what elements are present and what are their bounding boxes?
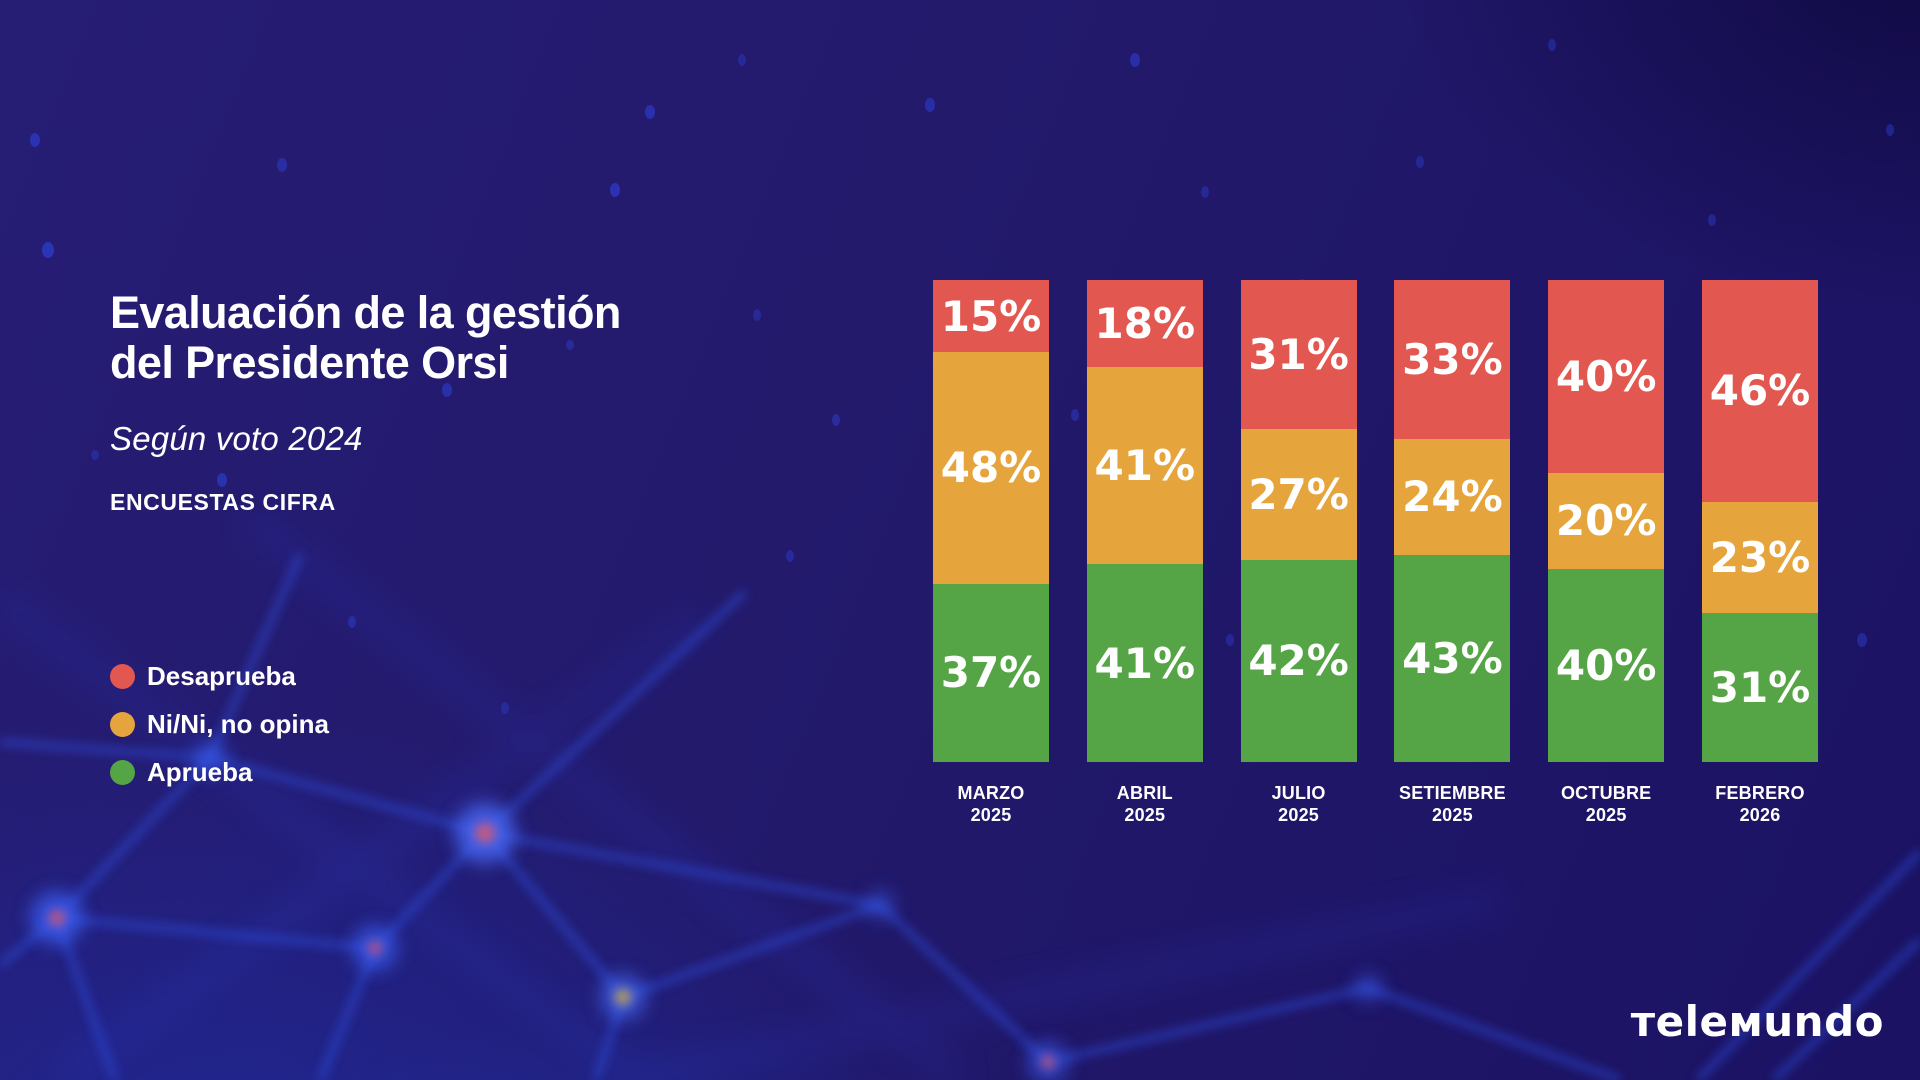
value-label: 40% bbox=[1555, 351, 1657, 401]
stacked-bar: 46% 23% 31% bbox=[1701, 280, 1818, 762]
x-axis-month: OCTUBRE bbox=[1560, 783, 1652, 803]
stacked-bar: 40% 20% 40% bbox=[1548, 280, 1665, 762]
legend-item-aprueba: Aprueba bbox=[110, 757, 329, 788]
x-axis-label: JULIO 2025 bbox=[1241, 783, 1357, 827]
page-title: Evaluación de la gestión del Presidente … bbox=[110, 288, 750, 387]
value-label: 27% bbox=[1248, 469, 1349, 519]
legend-dot-red-icon bbox=[110, 664, 135, 689]
value-label: 41% bbox=[1094, 638, 1196, 688]
stacked-bar: 33% 24% 43% bbox=[1394, 280, 1511, 762]
stacked-bar: 31% 27% 42% bbox=[1240, 280, 1357, 762]
value-label: 31% bbox=[1709, 662, 1811, 712]
value-label: 46% bbox=[1709, 366, 1811, 416]
bar-segment-desaprueba: 46% bbox=[1701, 280, 1818, 502]
x-axis-label: SETIEMBRE 2025 bbox=[1394, 783, 1510, 827]
bar-segment-nini: 27% bbox=[1240, 429, 1357, 560]
bar-segment-nini: 23% bbox=[1701, 501, 1818, 613]
bar-segment-nini: 48% bbox=[933, 352, 1049, 584]
value-label: 18% bbox=[1094, 298, 1196, 348]
plexus-node-cores bbox=[49, 823, 1055, 1069]
legend-label: Aprueba bbox=[147, 757, 253, 787]
bar-column: 46% 23% 31% FEBRERO 2026 bbox=[1701, 280, 1818, 827]
value-label: 20% bbox=[1555, 496, 1657, 546]
legend-label: Ni/Ni, no opina bbox=[147, 709, 329, 739]
bar-column: 15% 48% 37% MARZO 2025 bbox=[933, 280, 1049, 827]
bar-column: 40% 20% 40% OCTUBRE 2025 bbox=[1548, 280, 1665, 827]
bar-column: 31% 27% 42% JULIO 2025 bbox=[1240, 280, 1357, 827]
x-axis-year: 2025 bbox=[970, 804, 1012, 825]
x-axis-month: ABRIL bbox=[1116, 783, 1173, 803]
value-label: 15% bbox=[940, 291, 1042, 341]
bar-chart: 15% 48% 37% MARZO 2025 18% 41% 41% ABRIL 2025 31% 2… bbox=[933, 280, 1818, 827]
value-label: 23% bbox=[1709, 532, 1811, 582]
value-label: 33% bbox=[1402, 335, 1503, 385]
chart-legend: Desaprueba Ni/Ni, no opina Aprueba bbox=[110, 661, 329, 788]
value-label: 24% bbox=[1402, 472, 1503, 522]
x-axis-month: FEBRERO bbox=[1715, 783, 1805, 803]
bar-segment-aprueba: 43% bbox=[1394, 554, 1511, 762]
legend-item-nini: Ni/Ni, no opina bbox=[110, 709, 329, 740]
x-axis-month: MARZO bbox=[957, 783, 1025, 803]
bar-segment-aprueba: 42% bbox=[1240, 559, 1357, 762]
value-label: 48% bbox=[940, 443, 1042, 493]
x-axis-label: OCTUBRE 2025 bbox=[1548, 783, 1664, 827]
x-axis-label: ABRIL 2025 bbox=[1087, 783, 1203, 827]
value-label: 37% bbox=[940, 648, 1042, 698]
legend-label: Desaprueba bbox=[147, 661, 296, 691]
bar-segment-nini: 41% bbox=[1086, 366, 1203, 565]
telemundo-logo: тeleмundo bbox=[1630, 997, 1884, 1046]
x-axis-year: 2025 bbox=[1585, 804, 1627, 825]
bar-segment-desaprueba: 33% bbox=[1394, 280, 1511, 440]
page-title-line2: del Presidente Orsi bbox=[110, 336, 509, 388]
bar-segment-desaprueba: 31% bbox=[1240, 280, 1357, 430]
stacked-bar: 18% 41% 41% bbox=[1086, 280, 1203, 762]
bar-column: 33% 24% 43% SETIEMBRE 2025 bbox=[1394, 280, 1511, 827]
legend-item-desaprueba: Desaprueba bbox=[110, 661, 329, 692]
x-axis-year: 2025 bbox=[1124, 804, 1166, 825]
value-label: 42% bbox=[1248, 636, 1349, 686]
value-label: 41% bbox=[1094, 441, 1196, 491]
bar-segment-desaprueba: 40% bbox=[1548, 280, 1665, 473]
x-axis-label: FEBRERO 2026 bbox=[1702, 783, 1818, 827]
bar-segment-desaprueba: 15% bbox=[933, 280, 1049, 353]
legend-dot-green-icon bbox=[110, 760, 135, 785]
stacked-bar: 15% 48% 37% bbox=[933, 280, 1049, 762]
x-axis-label: MARZO 2025 bbox=[933, 783, 1049, 827]
x-axis-year: 2026 bbox=[1739, 804, 1781, 825]
bar-segment-aprueba: 31% bbox=[1701, 612, 1818, 762]
x-axis-month: JULIO bbox=[1271, 783, 1326, 803]
bar-segment-aprueba: 41% bbox=[1086, 564, 1203, 762]
source-label: ENCUESTAS CIFRA bbox=[110, 489, 336, 515]
bar-segment-nini: 24% bbox=[1394, 439, 1511, 555]
x-axis-year: 2025 bbox=[1278, 804, 1320, 825]
bar-segment-aprueba: 40% bbox=[1548, 569, 1665, 762]
x-axis-year: 2025 bbox=[1431, 804, 1473, 825]
bar-segment-aprueba: 37% bbox=[933, 583, 1049, 762]
legend-dot-orange-icon bbox=[110, 712, 135, 737]
x-axis-month: SETIEMBRE bbox=[1398, 783, 1506, 803]
value-label: 31% bbox=[1248, 330, 1349, 380]
page-title-line1: Evaluación de la gestión bbox=[110, 287, 621, 338]
subtitle: Según voto 2024 bbox=[110, 420, 363, 457]
value-label: 43% bbox=[1402, 633, 1503, 683]
value-label: 40% bbox=[1555, 641, 1657, 691]
bar-segment-nini: 20% bbox=[1548, 472, 1665, 570]
title-block: Evaluación de la gestión del Presidente … bbox=[110, 288, 750, 516]
bar-segment-desaprueba: 18% bbox=[1086, 280, 1203, 367]
bar-column: 18% 41% 41% ABRIL 2025 bbox=[1086, 280, 1203, 827]
